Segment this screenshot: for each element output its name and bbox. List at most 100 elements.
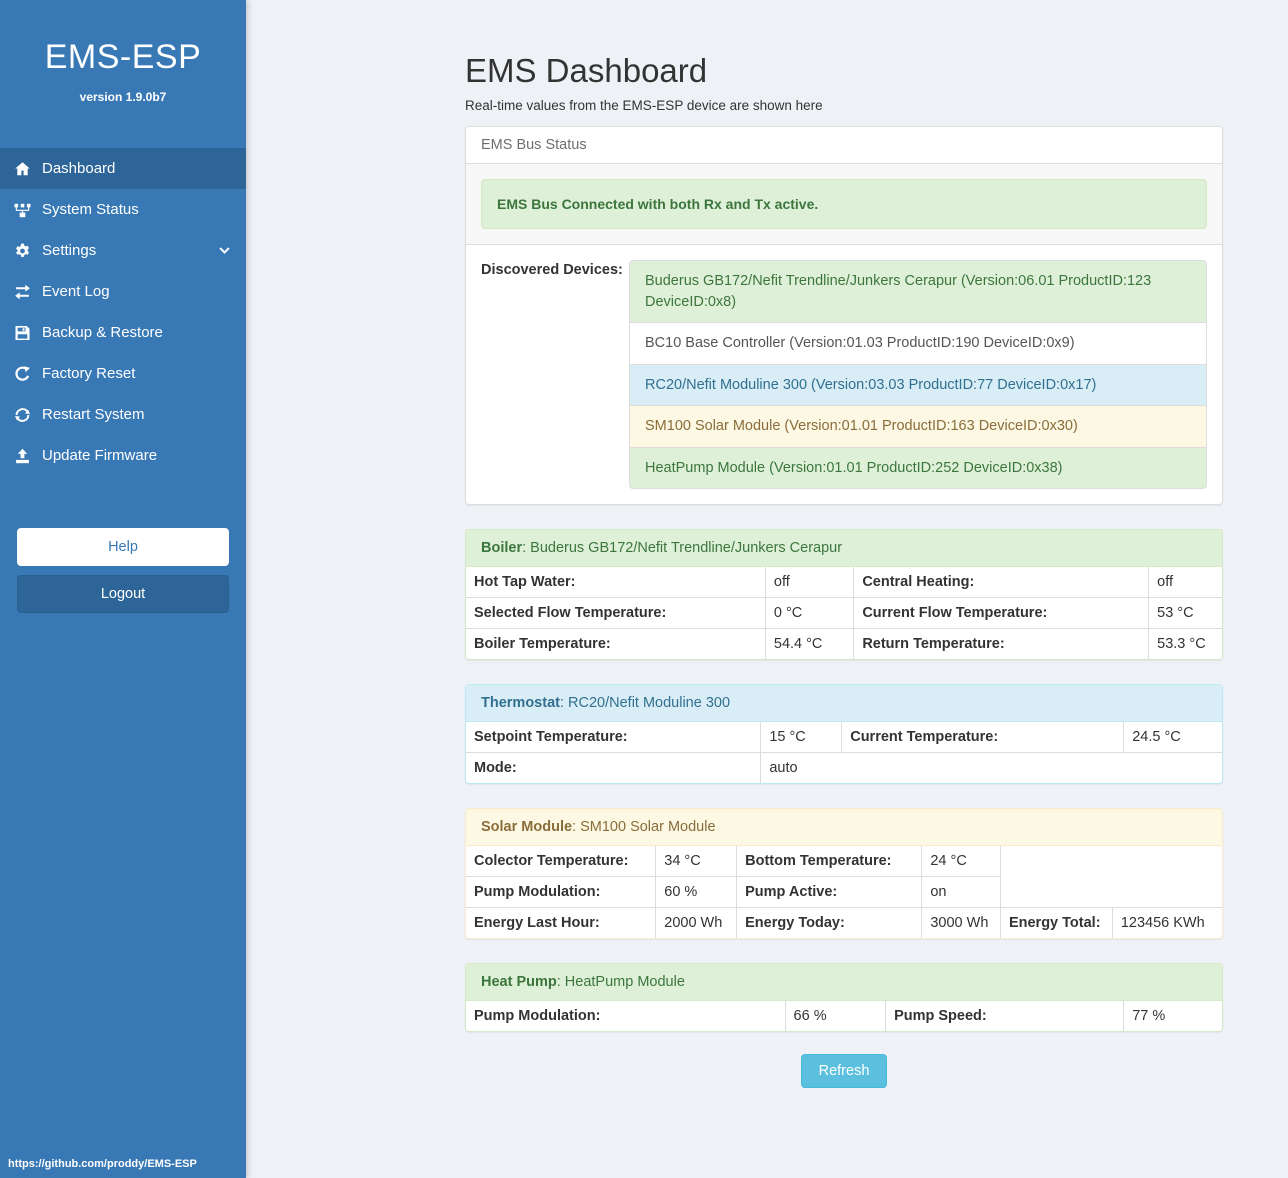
cell-label: Hot Tap Water: — [466, 567, 766, 599]
upload-icon — [14, 447, 32, 464]
boiler-table: Hot Tap Water: off Central Heating: off Sele… — [466, 567, 1222, 660]
device-list-item: RC20/Nefit Moduline 300 (Version:03.03 P… — [629, 363, 1207, 407]
sidebar-item-backup-restore[interactable]: Backup & Restore — [0, 312, 246, 353]
cell-value: 54.4 °C — [764, 628, 855, 660]
sidebar-item-label: Settings — [42, 242, 97, 259]
github-link[interactable]: https://github.com/proddy/EMS-ESP — [8, 1158, 197, 1170]
sidebar: EMS-ESP version 1.9.0b7 Dashboard System … — [0, 0, 246, 1178]
table-title: Thermostat — [481, 695, 560, 712]
cell-label: Pump Active: — [736, 876, 923, 909]
heat-pump-table: Pump Modulation: 66 % Pump Speed: 77 % — [466, 1001, 1222, 1032]
home-icon — [14, 160, 32, 177]
sidebar-item-restart-system[interactable]: Restart System — [0, 394, 246, 435]
cell-value: 15 °C — [760, 722, 843, 754]
repeat-icon — [14, 365, 32, 382]
cell-label: Pump Speed: — [885, 1001, 1125, 1032]
table-row: Colector Temperature: 34 °C Bottom Tempera… — [466, 846, 1222, 878]
cell-label: Pump Modulation: — [466, 1001, 786, 1032]
refresh-button[interactable]: Refresh — [800, 1054, 888, 1089]
help-button[interactable]: Help — [17, 528, 229, 566]
cell-filler — [999, 876, 1222, 908]
cell-value: 3000 Wh — [921, 907, 1001, 939]
cell-label: Setpoint Temperature: — [466, 722, 762, 754]
cell-value: off — [764, 567, 855, 599]
bus-status-body: EMS Bus Connected with both Rx and Tx ac… — [466, 164, 1222, 245]
cell-label: Current Flow Temperature: — [853, 597, 1150, 630]
sidebar-nav: Dashboard System Status Settings Event Log B… — [0, 148, 246, 476]
cell-label: Mode: — [466, 752, 762, 784]
cell-value: on — [921, 876, 1001, 909]
heat-pump-panel: Heat Pump: HeatPump Module Pump Modulatio… — [465, 963, 1223, 1033]
ems-bus-status-panel: EMS Bus Status EMS Bus Connected with bo… — [465, 126, 1223, 506]
heat-pump-heading: Heat Pump: HeatPump Module — [466, 964, 1222, 1002]
table-title: Boiler — [481, 540, 523, 557]
table-row: Mode: auto — [466, 752, 1222, 784]
sidebar-item-settings[interactable]: Settings — [0, 230, 246, 271]
device-list-item: SM100 Solar Module (Version:01.01 Produc… — [629, 405, 1207, 448]
table-row: Setpoint Temperature: 15 °C Current Temper… — [466, 722, 1222, 754]
cell-value: off — [1148, 567, 1222, 599]
solar-module-panel: Solar Module: SM100 Solar Module Colector… — [465, 808, 1223, 940]
app-title: EMS-ESP — [44, 38, 202, 76]
page-subtitle: Real-time values from the EMS-ESP device… — [465, 98, 823, 113]
device-list-item: BC10 Base Controller (Version:01.03 Prod… — [629, 322, 1207, 365]
cell-value: 34 °C — [655, 846, 738, 878]
sync-icon — [14, 406, 32, 423]
logout-button[interactable]: Logout — [17, 575, 229, 613]
table-title: Solar Module — [481, 819, 573, 836]
cell-label: Bottom Temperature: — [736, 846, 923, 878]
cell-value: 60 % — [655, 876, 738, 909]
sidebar-item-label: Event Log — [42, 283, 110, 300]
solar-module-table: Colector Temperature: 34 °C Bottom Tempera… — [466, 846, 1222, 939]
table-row: Hot Tap Water: off Central Heating: off — [466, 567, 1222, 599]
device-list-item: Buderus GB172/Nefit Trendline/Junkers Ce… — [629, 260, 1207, 324]
sidebar-item-label: Update Firmware — [42, 447, 158, 464]
cell-value: 24 °C — [921, 846, 1001, 878]
cell-value: 53 °C — [1148, 597, 1222, 630]
cell-label: Central Heating: — [853, 567, 1150, 599]
brand: EMS-ESP version 1.9.0b7 — [0, 0, 246, 104]
sitemap-icon — [14, 201, 32, 218]
cell-label: Return Temperature: — [853, 628, 1150, 660]
cell-label: Boiler Temperature: — [466, 628, 766, 660]
cell-label: Energy Total: — [999, 907, 1113, 939]
cell-value: 0 °C — [764, 597, 855, 630]
sidebar-item-update-firmware[interactable]: Update Firmware — [0, 435, 246, 476]
device-tables: Boiler: Buderus GB172/Nefit Trendline/Ju… — [465, 529, 1223, 1033]
table-row: Pump Modulation: 60 % Pump Active: on — [466, 876, 1222, 909]
table-title: Heat Pump — [481, 974, 557, 991]
sidebar-item-label: Factory Reset — [42, 365, 136, 382]
discovered-devices-label: Discovered Devices: — [481, 262, 623, 278]
bus-status-alert: EMS Bus Connected with both Rx and Tx ac… — [481, 179, 1207, 229]
thermostat-table: Setpoint Temperature: 15 °C Current Temper… — [466, 722, 1222, 784]
sidebar-item-label: Dashboard — [42, 160, 116, 177]
cell-label: Energy Last Hour: — [466, 907, 657, 939]
cell-value: auto — [760, 752, 1222, 784]
sidebar-item-label: Backup & Restore — [42, 324, 163, 341]
discovered-devices-section: Discovered Devices: Buderus GB172/Nefit … — [466, 245, 1222, 505]
table-row: Boiler Temperature: 54.4 °C Return Tempera… — [466, 628, 1222, 660]
cell-value: 24.5 °C — [1123, 722, 1222, 754]
sidebar-buttons: Help Logout — [0, 528, 246, 613]
solar-module-heading: Solar Module: SM100 Solar Module — [466, 809, 1222, 847]
cell-value: 123456 KWh — [1111, 907, 1222, 939]
sidebar-item-event-log[interactable]: Event Log — [0, 271, 246, 312]
device-list-item: HeatPump Module (Version:01.01 ProductID… — [629, 446, 1207, 490]
cell-filler — [999, 846, 1222, 877]
cell-label: Colector Temperature: — [466, 846, 657, 878]
cell-label: Energy Today: — [736, 907, 923, 939]
thermostat-heading: Thermostat: RC20/Nefit Moduline 300 — [466, 685, 1222, 723]
table-row: Pump Modulation: 66 % Pump Speed: 77 % — [466, 1001, 1222, 1032]
sidebar-item-system-status[interactable]: System Status — [0, 189, 246, 230]
cell-label: Selected Flow Temperature: — [466, 597, 766, 630]
save-icon — [14, 324, 32, 341]
cell-value: 2000 Wh — [655, 907, 738, 939]
exchange-icon — [14, 283, 32, 300]
sidebar-item-label: System Status — [42, 201, 139, 218]
sidebar-item-dashboard[interactable]: Dashboard — [0, 148, 246, 189]
sidebar-item-factory-reset[interactable]: Factory Reset — [0, 353, 246, 394]
boiler-panel: Boiler: Buderus GB172/Nefit Trendline/Ju… — [465, 529, 1223, 661]
sidebar-item-label: Restart System — [42, 406, 145, 423]
cell-value: 66 % — [784, 1001, 887, 1032]
page-title: EMS Dashboard — [465, 52, 708, 89]
